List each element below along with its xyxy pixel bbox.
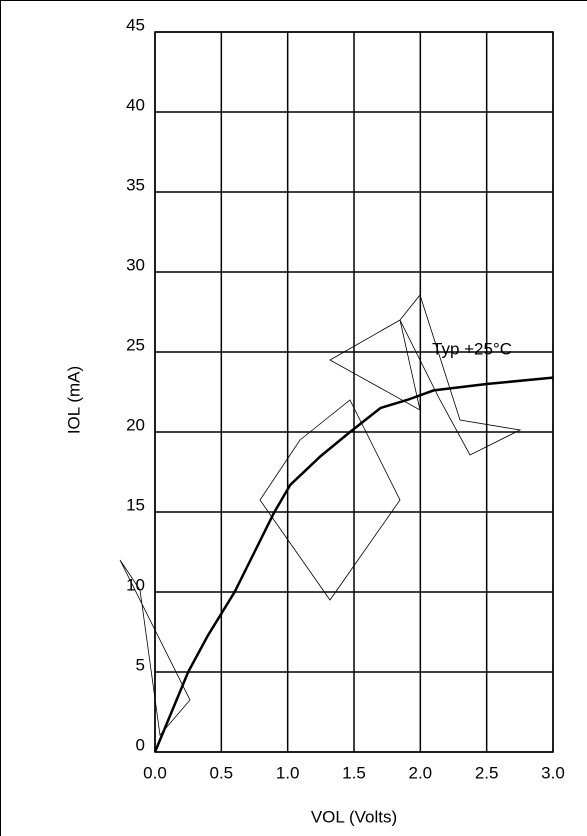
plot-frame <box>154 31 554 753</box>
x-tick-label: 3.0 <box>541 763 565 782</box>
y-tick-label: 5 <box>136 655 145 674</box>
x-tick-label: 2.0 <box>409 763 433 782</box>
y-tick-label: 25 <box>126 335 145 354</box>
y-tick-label: 30 <box>126 255 145 274</box>
x-tick-label: 1.5 <box>342 763 366 782</box>
line-series <box>153 376 554 753</box>
x-tick-label: 0.5 <box>210 763 234 782</box>
y-tick-label: 10 <box>126 575 145 594</box>
x-axis-label: VOL (Volts) <box>311 807 397 826</box>
x-tick-label: 1.0 <box>276 763 300 782</box>
y-tick-label: 35 <box>126 175 145 194</box>
y-tick-label: 0 <box>136 735 145 754</box>
watermark <box>119 294 522 736</box>
y-tick-label: 40 <box>126 95 145 114</box>
y-axis-label: IOL (mA) <box>64 366 83 434</box>
y-tick-label: 15 <box>126 495 145 514</box>
x-tick-label: 2.5 <box>475 763 499 782</box>
x-tick-label: 0.0 <box>143 763 167 782</box>
annotation: Typ +25°C <box>432 339 512 358</box>
y-tick-label: 20 <box>126 415 145 434</box>
y-tick-label: 45 <box>126 15 145 34</box>
